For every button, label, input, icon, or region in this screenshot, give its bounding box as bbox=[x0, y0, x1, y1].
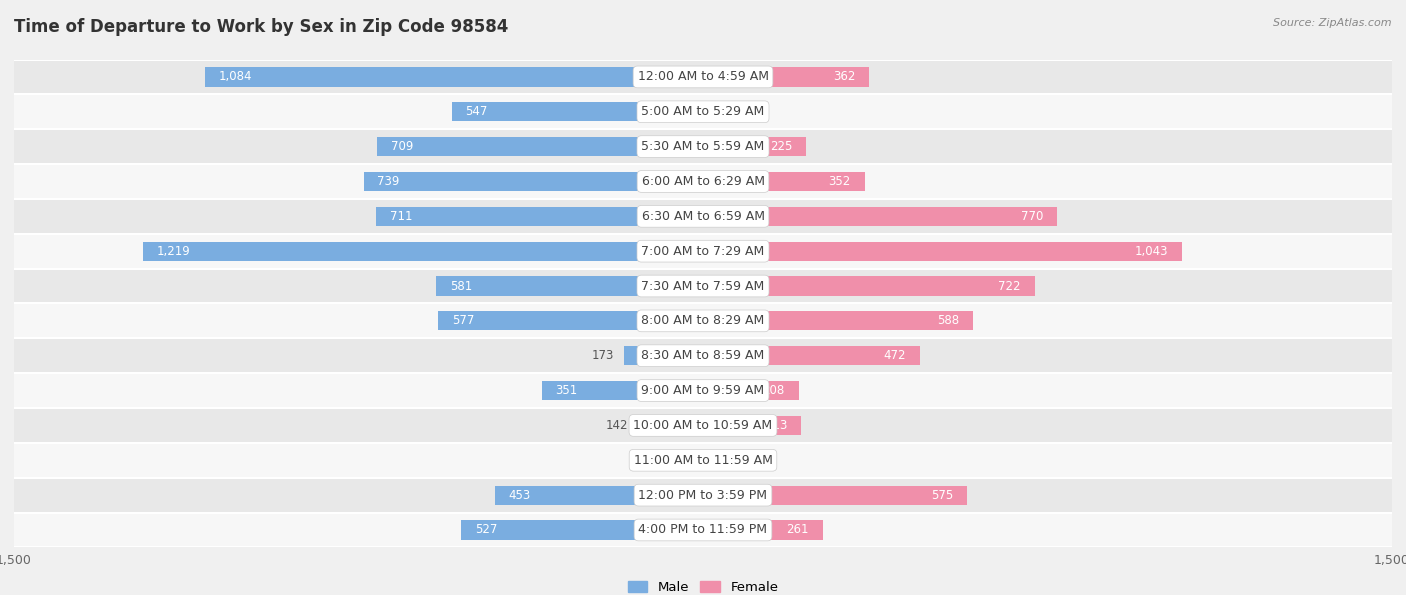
Text: 709: 709 bbox=[391, 140, 413, 153]
Text: 351: 351 bbox=[555, 384, 578, 397]
Text: 577: 577 bbox=[451, 314, 474, 327]
Text: 362: 362 bbox=[834, 70, 855, 83]
Text: 547: 547 bbox=[465, 105, 488, 118]
Bar bbox=[495, 486, 703, 505]
Text: 739: 739 bbox=[377, 175, 399, 188]
Text: 208: 208 bbox=[762, 384, 785, 397]
Bar bbox=[14, 95, 1392, 129]
Text: 173: 173 bbox=[592, 349, 614, 362]
Bar bbox=[703, 311, 973, 330]
Text: 8:00 AM to 8:29 AM: 8:00 AM to 8:29 AM bbox=[641, 314, 765, 327]
Text: 49: 49 bbox=[735, 105, 749, 118]
Text: 1,043: 1,043 bbox=[1135, 245, 1168, 258]
Bar bbox=[703, 381, 799, 400]
Bar bbox=[14, 478, 1392, 512]
Text: 6:30 AM to 6:59 AM: 6:30 AM to 6:59 AM bbox=[641, 210, 765, 223]
Bar bbox=[461, 521, 703, 540]
Text: 722: 722 bbox=[998, 280, 1021, 293]
Bar bbox=[623, 346, 703, 365]
Text: 6:00 AM to 6:29 AM: 6:00 AM to 6:29 AM bbox=[641, 175, 765, 188]
Bar bbox=[14, 234, 1392, 268]
Text: 9:00 AM to 9:59 AM: 9:00 AM to 9:59 AM bbox=[641, 384, 765, 397]
Bar bbox=[14, 129, 1392, 164]
Text: 4:00 PM to 11:59 PM: 4:00 PM to 11:59 PM bbox=[638, 524, 768, 537]
Text: 12:00 PM to 3:59 PM: 12:00 PM to 3:59 PM bbox=[638, 488, 768, 502]
Bar bbox=[14, 373, 1392, 408]
Text: 581: 581 bbox=[450, 280, 472, 293]
Legend: Male, Female: Male, Female bbox=[623, 575, 783, 595]
Bar bbox=[14, 164, 1392, 199]
Bar bbox=[703, 277, 1035, 296]
Text: 770: 770 bbox=[1021, 210, 1043, 223]
Text: 142: 142 bbox=[606, 419, 628, 432]
Text: 213: 213 bbox=[765, 419, 787, 432]
Text: 575: 575 bbox=[931, 488, 953, 502]
Text: 10:00 AM to 10:59 AM: 10:00 AM to 10:59 AM bbox=[634, 419, 772, 432]
Text: 588: 588 bbox=[938, 314, 959, 327]
Bar bbox=[143, 242, 703, 261]
Text: 5:30 AM to 5:59 AM: 5:30 AM to 5:59 AM bbox=[641, 140, 765, 153]
Text: 527: 527 bbox=[475, 524, 498, 537]
Bar bbox=[14, 303, 1392, 339]
Text: 1,084: 1,084 bbox=[219, 70, 253, 83]
Text: 261: 261 bbox=[786, 524, 808, 537]
Text: 7:00 AM to 7:29 AM: 7:00 AM to 7:29 AM bbox=[641, 245, 765, 258]
Bar bbox=[703, 521, 823, 540]
Bar bbox=[703, 172, 865, 191]
Bar bbox=[541, 381, 703, 400]
Text: 1,219: 1,219 bbox=[157, 245, 191, 258]
Bar bbox=[14, 408, 1392, 443]
Text: 352: 352 bbox=[828, 175, 851, 188]
Text: 7:30 AM to 7:59 AM: 7:30 AM to 7:59 AM bbox=[641, 280, 765, 293]
Text: Source: ZipAtlas.com: Source: ZipAtlas.com bbox=[1274, 18, 1392, 28]
Bar bbox=[703, 137, 807, 156]
Text: 472: 472 bbox=[883, 349, 905, 362]
Bar bbox=[703, 486, 967, 505]
Bar bbox=[451, 102, 703, 121]
Bar bbox=[436, 277, 703, 296]
Text: 453: 453 bbox=[509, 488, 531, 502]
Bar bbox=[364, 172, 703, 191]
Bar bbox=[703, 242, 1182, 261]
Bar bbox=[14, 339, 1392, 373]
Bar bbox=[703, 206, 1057, 226]
Bar bbox=[703, 67, 869, 86]
Text: 225: 225 bbox=[770, 140, 793, 153]
Bar bbox=[703, 416, 801, 435]
Text: 11:00 AM to 11:59 AM: 11:00 AM to 11:59 AM bbox=[634, 454, 772, 466]
Text: 79: 79 bbox=[643, 454, 658, 466]
Text: 12:00 AM to 4:59 AM: 12:00 AM to 4:59 AM bbox=[637, 70, 769, 83]
Bar bbox=[14, 199, 1392, 234]
Bar bbox=[377, 206, 703, 226]
Text: 54: 54 bbox=[737, 454, 752, 466]
Bar bbox=[703, 346, 920, 365]
Text: 711: 711 bbox=[391, 210, 413, 223]
Bar bbox=[703, 450, 728, 470]
Bar bbox=[377, 137, 703, 156]
Bar bbox=[14, 443, 1392, 478]
Bar bbox=[638, 416, 703, 435]
Bar bbox=[439, 311, 703, 330]
Bar bbox=[205, 67, 703, 86]
Bar bbox=[14, 60, 1392, 95]
Bar bbox=[703, 102, 725, 121]
Text: 5:00 AM to 5:29 AM: 5:00 AM to 5:29 AM bbox=[641, 105, 765, 118]
Bar bbox=[666, 450, 703, 470]
Text: 8:30 AM to 8:59 AM: 8:30 AM to 8:59 AM bbox=[641, 349, 765, 362]
Bar bbox=[14, 512, 1392, 547]
Text: Time of Departure to Work by Sex in Zip Code 98584: Time of Departure to Work by Sex in Zip … bbox=[14, 18, 509, 36]
Bar bbox=[14, 268, 1392, 303]
